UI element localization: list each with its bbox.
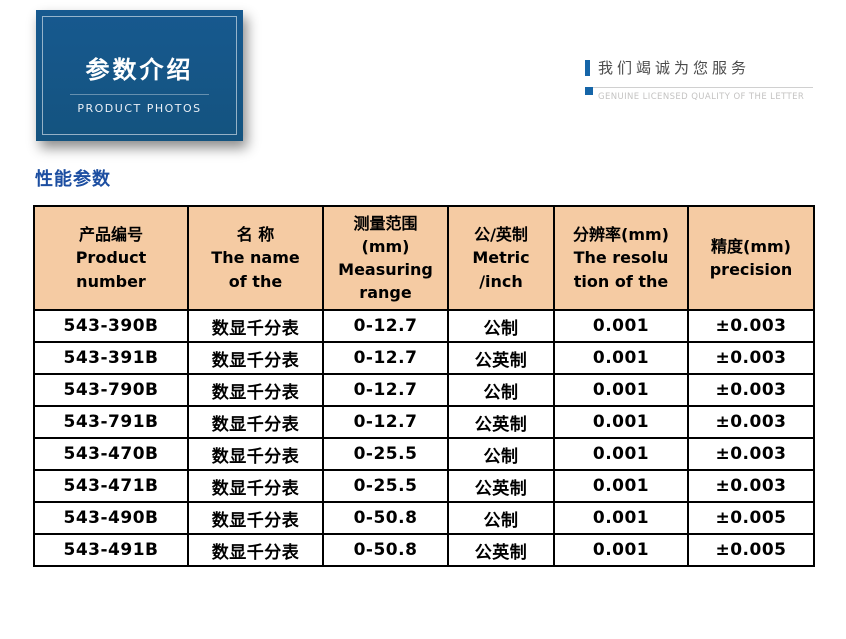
cell-metric-inch: 公英制	[447, 341, 555, 375]
cell-measuring-range: 0-12.7	[322, 309, 449, 343]
cell-precision: ±0.005	[687, 501, 815, 535]
cell-product-number: 543-391B	[33, 341, 189, 375]
cell-name: 数显千分表	[187, 533, 324, 567]
col-header-metric-inch: 公/英制 Metric /inch	[447, 205, 555, 311]
section-title: 性能参数	[35, 169, 111, 190]
tagline-sub-row: GENUINE LICENSED QUALITY OF THE LETTER	[585, 87, 813, 102]
cell-measuring-range: 0-50.8	[322, 501, 449, 535]
table-row: 543-490B 数显千分表 0-50.8 公制 0.001 ±0.005	[33, 501, 815, 535]
cell-product-number: 543-490B	[33, 501, 189, 535]
cell-measuring-range: 0-25.5	[322, 469, 449, 503]
badge-divider	[70, 94, 209, 95]
cell-resolution: 0.001	[553, 501, 689, 535]
cell-product-number: 543-790B	[33, 373, 189, 407]
cell-precision: ±0.003	[687, 309, 815, 343]
cell-precision: ±0.003	[687, 405, 815, 439]
cell-precision: ±0.005	[687, 533, 815, 567]
cell-name: 数显千分表	[187, 437, 324, 471]
cell-resolution: 0.001	[553, 469, 689, 503]
cell-resolution: 0.001	[553, 341, 689, 375]
spec-table: 产品编号 Product number 名 称 The name of the …	[33, 205, 815, 567]
badge-title: 参数介绍	[85, 56, 194, 84]
table-row: 543-470B 数显千分表 0-25.5 公制 0.001 ±0.003	[33, 437, 815, 471]
cell-measuring-range: 0-12.7	[322, 373, 449, 407]
cell-product-number: 543-791B	[33, 405, 189, 439]
col-header-name: 名 称 The name of the	[187, 205, 324, 311]
badge-subtitle: PRODUCT PHOTOS	[77, 102, 202, 115]
table-row: 543-471B 数显千分表 0-25.5 公英制 0.001 ±0.003	[33, 469, 815, 503]
col-header-product-number: 产品编号 Product number	[33, 205, 189, 311]
tagline-subtext: GENUINE LICENSED QUALITY OF THE LETTER	[598, 92, 805, 102]
product-photos-badge: 参数介绍 PRODUCT PHOTOS	[36, 10, 243, 141]
service-tagline: 我们竭诚为您服务 GENUINE LICENSED QUALITY OF THE…	[585, 57, 813, 102]
cell-metric-inch: 公英制	[447, 533, 555, 567]
cell-name: 数显千分表	[187, 501, 324, 535]
cell-name: 数显千分表	[187, 309, 324, 343]
cell-resolution: 0.001	[553, 309, 689, 343]
cell-name: 数显千分表	[187, 373, 324, 407]
cell-metric-inch: 公制	[447, 309, 555, 343]
table-row: 543-790B 数显千分表 0-12.7 公制 0.001 ±0.003	[33, 373, 815, 407]
cell-measuring-range: 0-25.5	[322, 437, 449, 471]
cell-name: 数显千分表	[187, 405, 324, 439]
tagline-text: 我们竭诚为您服务	[598, 59, 751, 77]
cell-product-number: 543-491B	[33, 533, 189, 567]
table-row: 543-791B 数显千分表 0-12.7 公英制 0.001 ±0.003	[33, 405, 815, 439]
col-header-measuring-range: 测量范围 (mm) Measuring range	[322, 205, 449, 311]
blue-square-icon	[585, 87, 593, 95]
cell-metric-inch: 公制	[447, 501, 555, 535]
cell-measuring-range: 0-50.8	[322, 533, 449, 567]
col-header-resolution: 分辨率(mm) The resolu tion of the	[553, 205, 689, 311]
cell-metric-inch: 公制	[447, 373, 555, 407]
cell-product-number: 543-390B	[33, 309, 189, 343]
cell-resolution: 0.001	[553, 405, 689, 439]
cell-metric-inch: 公英制	[447, 469, 555, 503]
cell-precision: ±0.003	[687, 341, 815, 375]
cell-name: 数显千分表	[187, 341, 324, 375]
blue-bar-icon	[585, 59, 590, 76]
cell-metric-inch: 公英制	[447, 405, 555, 439]
cell-metric-inch: 公制	[447, 437, 555, 471]
cell-product-number: 543-470B	[33, 437, 189, 471]
cell-resolution: 0.001	[553, 373, 689, 407]
table-row: 543-390B 数显千分表 0-12.7 公制 0.001 ±0.003	[33, 309, 815, 343]
badge-inner-frame: 参数介绍 PRODUCT PHOTOS	[42, 16, 237, 135]
cell-measuring-range: 0-12.7	[322, 405, 449, 439]
cell-measuring-range: 0-12.7	[322, 341, 449, 375]
cell-product-number: 543-471B	[33, 469, 189, 503]
table-row: 543-391B 数显千分表 0-12.7 公英制 0.001 ±0.003	[33, 341, 815, 375]
cell-precision: ±0.003	[687, 469, 815, 503]
cell-resolution: 0.001	[553, 533, 689, 567]
table-header-row: 产品编号 Product number 名 称 The name of the …	[33, 205, 815, 311]
col-header-precision: 精度(mm) precision	[687, 205, 815, 311]
table-row: 543-491B 数显千分表 0-50.8 公英制 0.001 ±0.005	[33, 533, 815, 567]
cell-name: 数显千分表	[187, 469, 324, 503]
cell-precision: ±0.003	[687, 437, 815, 471]
tagline-main-row: 我们竭诚为您服务	[585, 57, 813, 87]
cell-resolution: 0.001	[553, 437, 689, 471]
cell-precision: ±0.003	[687, 373, 815, 407]
